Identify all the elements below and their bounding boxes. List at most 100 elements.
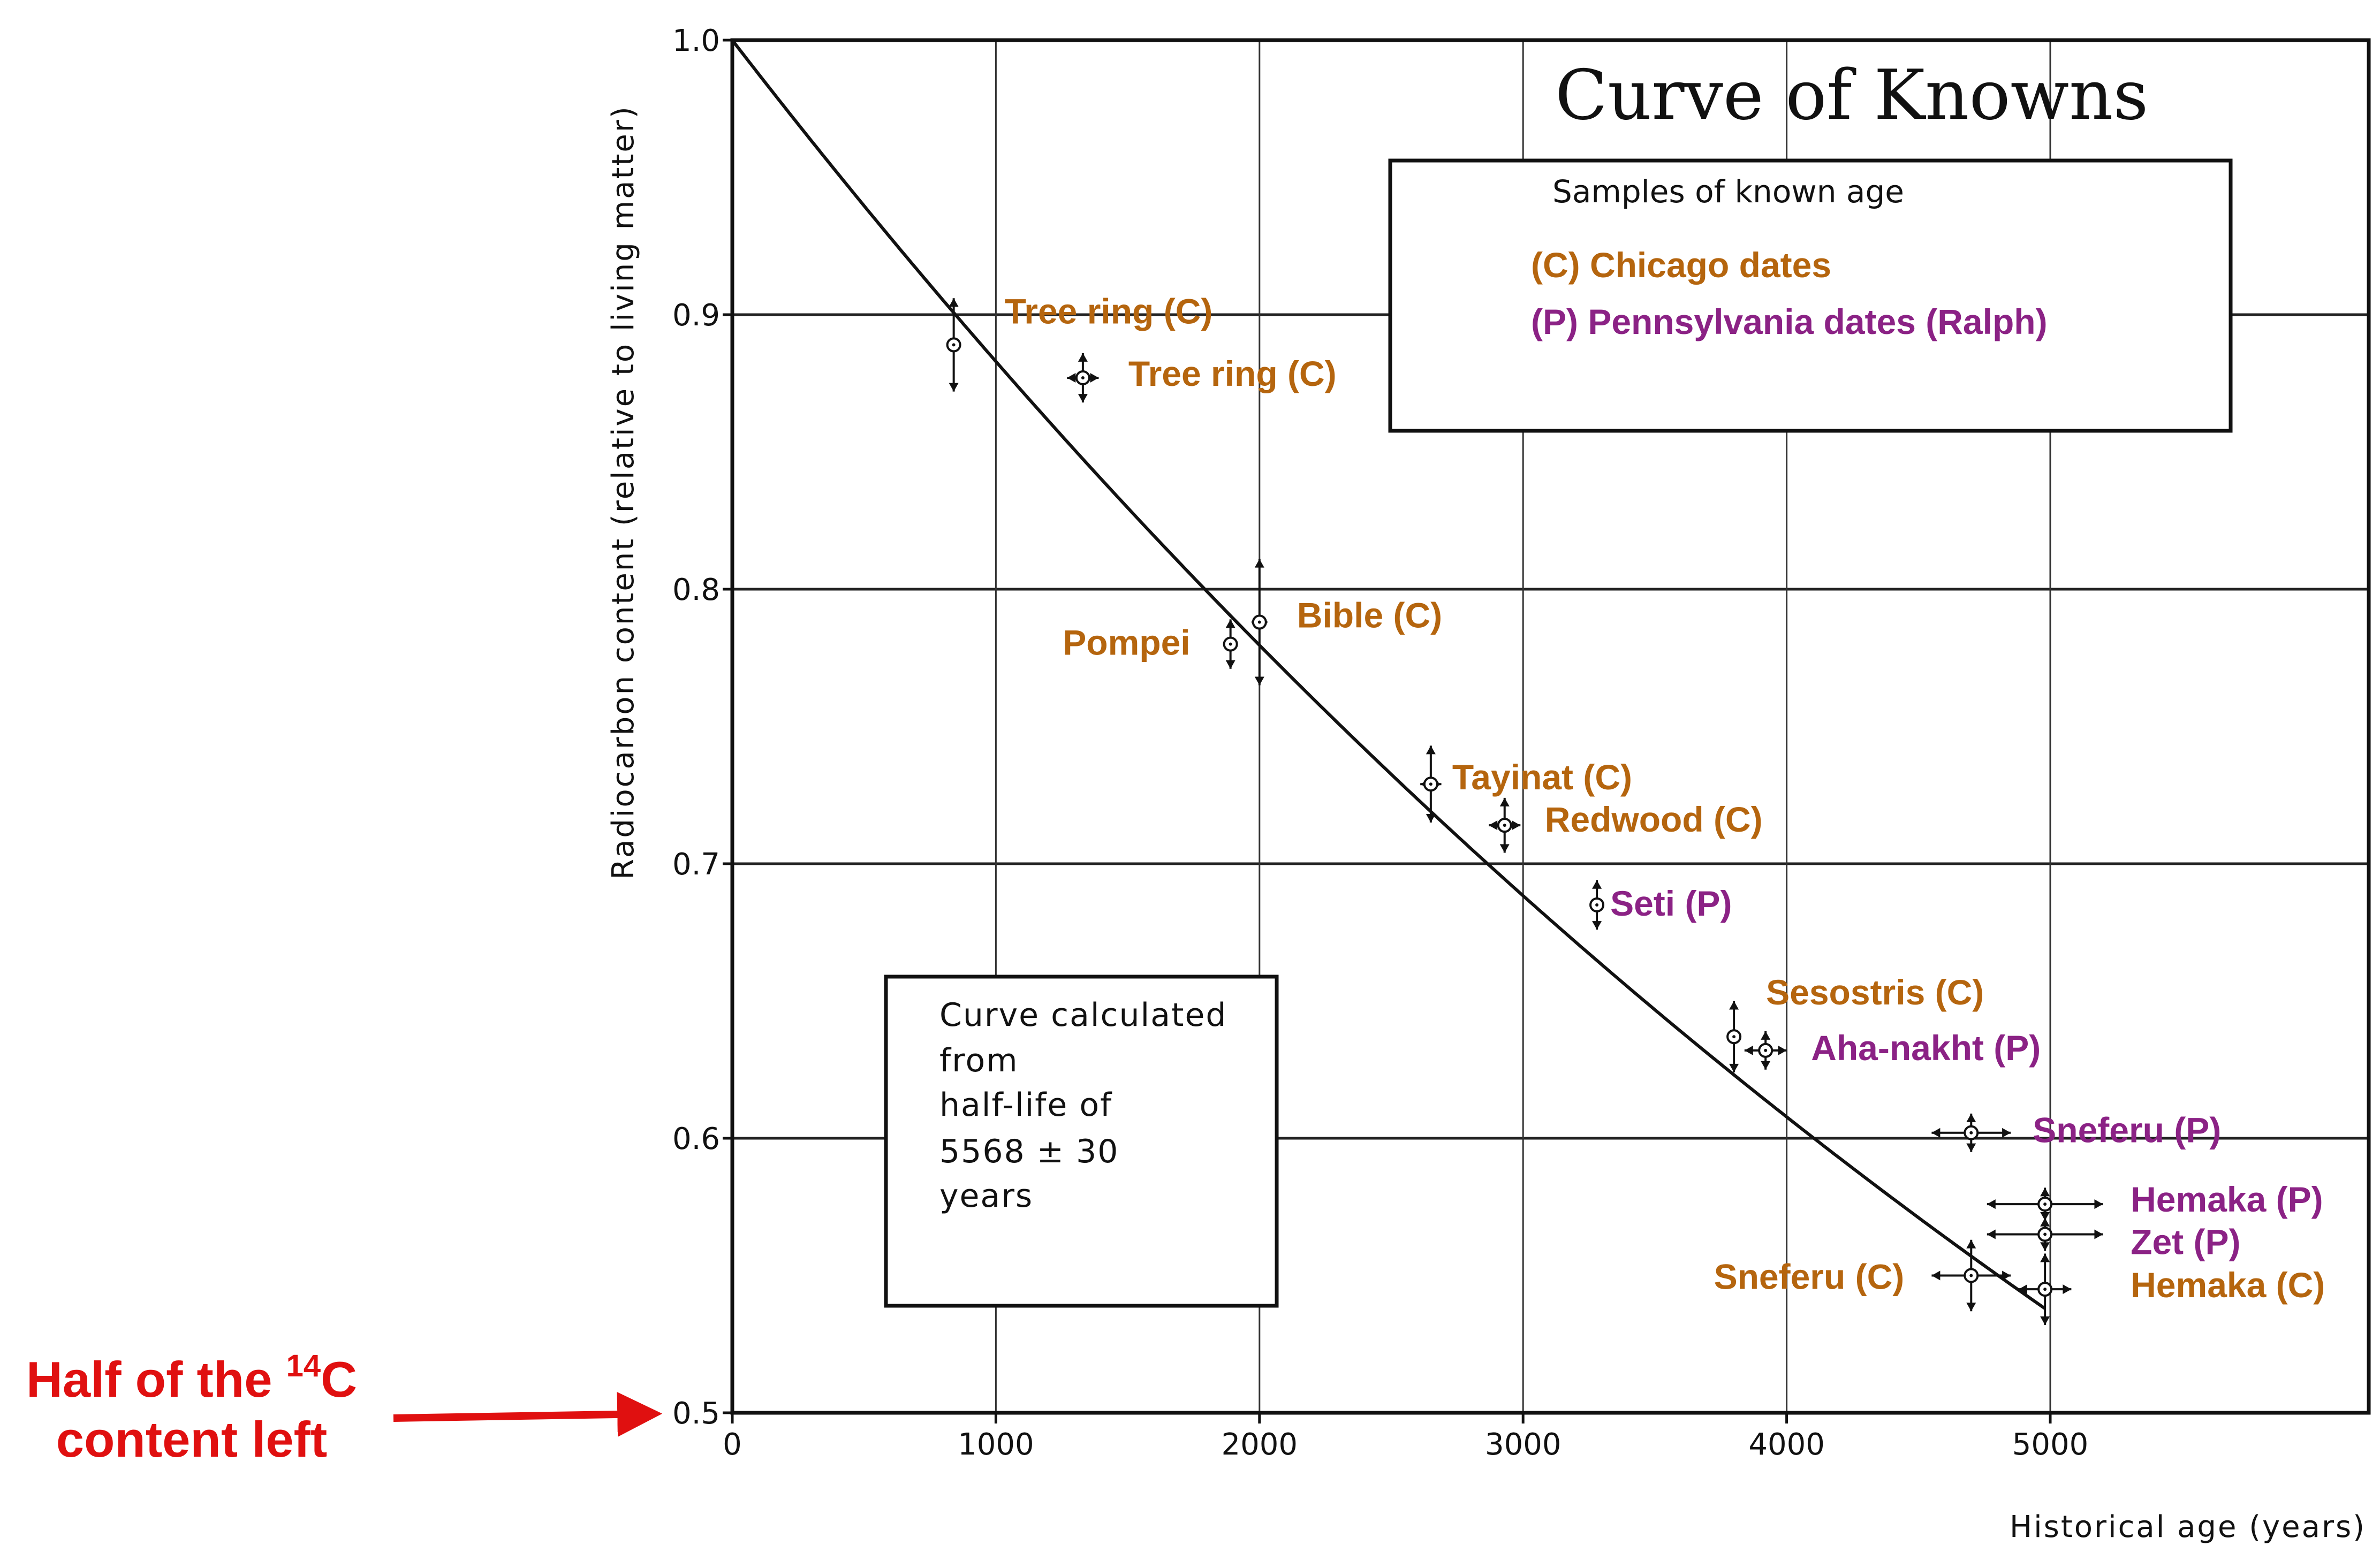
data-point-9 xyxy=(1931,1113,2011,1152)
point-center xyxy=(1429,782,1432,786)
y-error-cap-top xyxy=(1966,1239,1976,1249)
point-label-11: Zet (P) xyxy=(2131,1222,2240,1262)
curve-note-line-2: from xyxy=(939,1042,1019,1079)
x-tick-label-3: 3000 xyxy=(1485,1427,1562,1462)
point-center xyxy=(1764,1048,1768,1052)
curve-note-line-4: 5568 ± 30 xyxy=(939,1133,1119,1170)
x-error-cap-right xyxy=(2002,1128,2011,1138)
legend-box xyxy=(1388,158,2233,433)
isotope-symbol: C xyxy=(321,1351,357,1407)
half-annotation-line-1: Half of the 14C xyxy=(26,1349,357,1407)
y-error-cap-bottom xyxy=(2040,1212,2050,1221)
y-error-cap-bottom xyxy=(1592,921,1602,930)
x-axis-title: Historical age (years) xyxy=(2010,1510,2366,1544)
half-annotation-line-2: content left xyxy=(56,1411,328,1467)
point-label-1: Tree ring (C) xyxy=(1128,354,1337,393)
decay-curve xyxy=(731,39,2046,1310)
point-labels: Tree ring (C) Tree ring (C) Pompei Bible (C… xyxy=(1005,291,2325,1305)
point-center xyxy=(2043,1202,2047,1206)
y-tick-label-3: 0.8 xyxy=(672,573,720,607)
point-label-4: Tayinat (C) xyxy=(1452,757,1632,797)
data-point-4 xyxy=(1420,745,1442,823)
y-error-cap-bottom xyxy=(1499,844,1510,853)
y-error-cap-bottom xyxy=(1254,676,1264,686)
y-axis-title: Radiocarbon content (relative to living … xyxy=(606,105,641,879)
y-tick-label-2: 0.7 xyxy=(672,847,720,882)
legend-entry-chicago: (C) Chicago dates xyxy=(1531,245,1831,285)
y-error-cap-top xyxy=(1761,1031,1771,1040)
legend-heading: Samples of known age xyxy=(1552,173,1904,210)
y-error-cap-bottom xyxy=(1966,1303,1976,1312)
data-point-6 xyxy=(1589,880,1605,930)
x-error-cap-right xyxy=(2063,1284,2072,1295)
curve-note-line-5: years xyxy=(939,1177,1033,1215)
point-center xyxy=(1969,1274,1973,1277)
y-error-cap-top xyxy=(1078,353,1088,362)
half-content-annotation: Half of the 14C content left xyxy=(26,1349,663,1467)
curve-note: Curve calculated from half-life of 5568 … xyxy=(884,975,1279,1308)
x-error-cap-right xyxy=(2094,1199,2103,1209)
y-error-cap-top xyxy=(1729,1001,1739,1010)
y-error-cap-top xyxy=(1499,797,1510,806)
point-label-10: Hemaka (P) xyxy=(2131,1179,2323,1219)
y-error-cap-bottom xyxy=(1729,1063,1739,1072)
x-error-cap-right xyxy=(2094,1229,2103,1239)
point-center xyxy=(1257,620,1261,624)
y-error-cap-bottom xyxy=(949,383,959,392)
y-error-cap-top xyxy=(1592,880,1602,889)
point-label-6: Seti (P) xyxy=(1610,884,1732,923)
y-error-cap-bottom xyxy=(1966,1143,1976,1152)
plot-frame xyxy=(730,38,2371,1415)
point-center xyxy=(1732,1035,1736,1039)
point-center xyxy=(952,343,956,347)
data-point-2 xyxy=(1223,619,1238,669)
x-tick-label-2: 2000 xyxy=(1222,1427,1298,1462)
x-error-cap-right xyxy=(1512,820,1521,831)
point-label-3: Bible (C) xyxy=(1297,596,1442,635)
y-error-cap-top xyxy=(2040,1253,2050,1262)
point-label-7: Sesostris (C) xyxy=(1766,972,1984,1012)
x-error-cap-left xyxy=(1931,1128,1941,1138)
x-error-cap-left xyxy=(2018,1284,2027,1295)
chart-title: Curve of Knowns xyxy=(1555,56,2148,135)
data-point-10 xyxy=(1987,1187,2103,1221)
x-error-cap-left xyxy=(1931,1270,1941,1281)
point-center xyxy=(2043,1232,2047,1236)
plot-border xyxy=(730,38,2371,1415)
y-error-cap-top xyxy=(1966,1113,1976,1122)
data-point-8 xyxy=(1744,1031,1787,1070)
data-point-12 xyxy=(1931,1239,2011,1312)
data-points xyxy=(946,298,2103,1325)
point-center xyxy=(2043,1288,2047,1291)
data-point-5 xyxy=(1489,797,1521,853)
point-label-5: Redwood (C) xyxy=(1545,800,1763,839)
legend: Samples of known age (C) Chicago dates (… xyxy=(1388,158,2233,433)
y-error-cap-bottom xyxy=(1761,1061,1771,1070)
x-error-cap-left xyxy=(1987,1229,1996,1239)
x-error-cap-left xyxy=(1067,372,1076,383)
curve-note-line-1: Curve calculated xyxy=(939,996,1227,1034)
y-error-cap-top xyxy=(2040,1187,2050,1197)
isotope-superscript: 14 xyxy=(286,1349,321,1383)
y-error-cap-top xyxy=(1254,559,1264,568)
axis-ticks: 0 1000 2000 3000 4000 5000 0.5 0.6 0.7 0.8 0.9 1.0 xyxy=(672,24,2088,1462)
data-point-3 xyxy=(1252,559,1268,686)
data-point-0 xyxy=(946,298,961,392)
point-center xyxy=(1229,642,1232,646)
data-point-13 xyxy=(2018,1253,2072,1325)
point-label-13: Hemaka (C) xyxy=(2131,1265,2325,1305)
point-center xyxy=(1969,1131,1973,1135)
point-center xyxy=(1081,376,1085,379)
grid xyxy=(732,40,2369,1413)
y-error-cap-bottom xyxy=(1225,660,1236,669)
y-error-cap-top xyxy=(1225,619,1236,628)
y-error-cap-bottom xyxy=(2040,1316,2050,1325)
point-label-2: Pompei xyxy=(1063,623,1190,663)
data-point-1 xyxy=(1067,353,1099,403)
y-tick-label-5: 1.0 xyxy=(672,24,720,58)
y-error-cap-bottom xyxy=(1078,394,1088,403)
data-point-11 xyxy=(1987,1217,2103,1251)
x-error-cap-right xyxy=(1090,372,1099,383)
x-tick-label-4: 4000 xyxy=(1748,1427,1825,1462)
